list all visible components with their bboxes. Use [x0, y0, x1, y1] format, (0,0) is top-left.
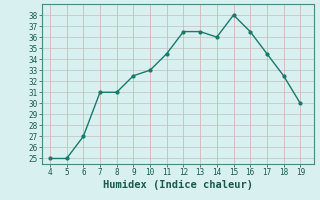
- X-axis label: Humidex (Indice chaleur): Humidex (Indice chaleur): [103, 180, 252, 190]
